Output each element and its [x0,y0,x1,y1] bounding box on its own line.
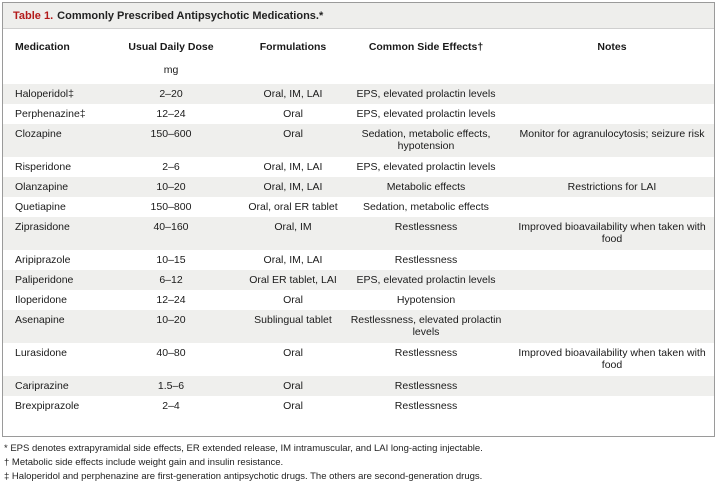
cell-formulations: Oral, IM [274,221,312,233]
footnotes: * EPS denotes extrapyramidal side effect… [4,442,714,484]
header-medication: Medication [15,41,70,53]
cell-dose: 150–800 [150,201,192,213]
cell-medication: Ziprasidone [15,221,70,233]
table-row: Aripiprazole 10–15 Oral, IM, LAI Restlessne… [3,250,714,270]
cell-medication: Cariprazine [15,380,69,392]
cell-side-effects: Sedation, metabolic effects, hypotension [361,128,491,152]
cell-formulations: Oral, oral ER tablet [248,201,338,213]
cell-medication: Paliperidone [15,274,74,286]
cell-dose: 2–4 [162,400,180,412]
cell-dose: 12–24 [156,294,186,306]
table-row: Brexpiprazole 2–4 Oral Restlessness [3,396,714,416]
cell-dose: 6–12 [159,274,183,286]
cell-formulations: Oral [283,294,303,306]
table-row: Iloperidone 12–24 Oral Hypotension [3,290,714,310]
table-row: Paliperidone 6–12 Oral ER tablet, LAI EPS, … [3,270,714,290]
cell-dose: 2–20 [159,88,183,100]
cell-medication: Olanzapine [15,181,69,193]
cell-medication: Aripiprazole [15,254,71,266]
table-row: Haloperidol‡ 2–20 Oral, IM, LAI EPS, elevat… [3,84,714,104]
cell-formulations: Oral [283,347,303,359]
footnote: ‡ Haloperidol and perphenazine are first… [4,471,483,482]
table-title-bar: Table 1. Commonly Prescribed Antipsychot… [3,3,714,29]
cell-medication: Asenapine [15,314,65,326]
cell-side-effects: Sedation, metabolic effects [363,201,489,213]
cell-medication: Risperidone [15,161,72,173]
table-row: Risperidone 2–6 Oral, IM, LAI EPS, elevated… [3,157,714,177]
cell-formulations: Oral ER tablet, LAI [249,274,337,286]
cell-side-effects: Restlessness [394,254,458,266]
cell-dose: 1.5–6 [157,380,185,392]
header-side-effects: Common Side Effects† [368,41,484,53]
cell-side-effects: Metabolic effects [386,181,466,193]
cell-side-effects: Restlessness, elevated prolactin levels [350,314,502,338]
table-row: Asenapine 10–20 Sublingual tablet Restlessn… [3,310,714,343]
table-row: Cariprazine 1.5–6 Oral Restlessness [3,376,714,396]
cell-medication: Perphenazine‡ [15,108,86,120]
header-notes: Notes [597,41,627,53]
cell-notes: Restrictions for LAI [567,181,657,193]
cell-dose: 2–6 [162,161,180,173]
cell-dose: 10–15 [156,254,186,266]
cell-dose: 12–24 [156,108,186,120]
cell-formulations: Oral [283,108,303,120]
footnote: † Metabolic side effects include weight … [4,457,284,468]
table-row: Perphenazine‡ 12–24 Oral EPS, elevated prol… [3,104,714,124]
cell-formulations: Oral, IM, LAI [263,254,323,266]
header-dose: Usual Daily Dose [128,41,214,53]
table-row: Clozapine 150–600 Oral Sedation, metabolic … [3,124,714,157]
cell-formulations: Oral, IM, LAI [263,181,323,193]
cell-notes: Improved bioavailability when taken with… [518,347,706,371]
cell-notes: Improved bioavailability when taken with… [518,221,706,245]
table-title: Commonly Prescribed Antipsychotic Medica… [57,9,324,22]
table-row: Quetiapine 150–800 Oral, oral ER tablet Sed… [3,197,714,217]
cell-side-effects: Restlessness [394,347,458,359]
cell-dose: 40–160 [153,221,189,233]
cell-side-effects: Restlessness [394,380,458,392]
cell-formulations: Oral [283,400,303,412]
cell-side-effects: Restlessness [394,221,458,233]
cell-formulations: Sublingual tablet [254,314,332,326]
table-label: Table 1. [13,9,54,22]
cell-side-effects: Hypotension [396,294,456,306]
dose-unit: mg [163,64,179,76]
cell-side-effects: EPS, elevated prolactin levels [356,108,496,120]
header-formulations: Formulations [259,41,327,53]
cell-dose: 40–80 [156,347,186,359]
cell-dose: 150–600 [150,128,192,140]
cell-medication: Iloperidone [15,294,67,306]
cell-medication: Haloperidol‡ [15,88,74,100]
cell-notes: Monitor for agranulocytosis; seizure ris… [519,128,705,140]
cell-formulations: Oral, IM, LAI [263,161,323,173]
cell-formulations: Oral [283,380,303,392]
cell-side-effects: EPS, elevated prolactin levels [356,274,496,286]
table-row: Lurasidone 40–80 Oral Restlessness Improved … [3,343,714,376]
table-header-row: Medication Usual Daily Dose Formulations… [3,38,714,56]
cell-formulations: Oral [283,128,303,140]
table-frame: Table 1. Commonly Prescribed Antipsychot… [2,2,715,437]
cell-medication: Lurasidone [15,347,67,359]
footnote: * EPS denotes extrapyramidal side effect… [4,443,483,454]
table-row: Ziprasidone 40–160 Oral, IM Restlessness Imp… [3,217,714,250]
table-body: mg Haloperidol‡ 2–20 Oral, IM, LAI EPS, ele… [3,60,714,416]
units-row: mg [3,60,714,84]
cell-medication: Brexpiprazole [15,400,80,412]
cell-side-effects: Restlessness [394,400,458,412]
cell-medication: Clozapine [15,128,62,140]
table-row: Olanzapine 10–20 Oral, IM, LAI Metabolic ef… [3,177,714,197]
cell-side-effects: EPS, elevated prolactin levels [356,88,496,100]
cell-medication: Quetiapine [15,201,66,213]
cell-dose: 10–20 [156,314,186,326]
cell-side-effects: EPS, elevated prolactin levels [356,161,496,173]
cell-dose: 10–20 [156,181,186,193]
cell-formulations: Oral, IM, LAI [263,88,323,100]
